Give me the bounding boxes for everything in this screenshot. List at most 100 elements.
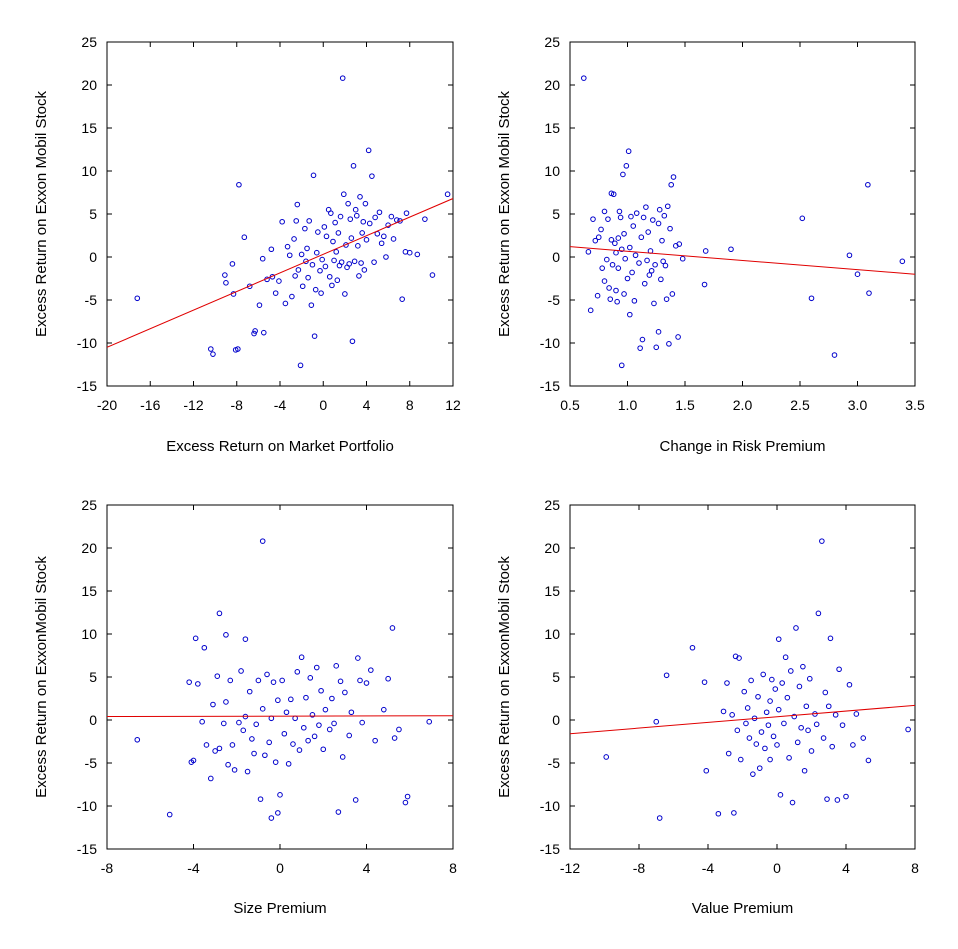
data-point bbox=[701, 281, 708, 288]
x-tick-label: 0 bbox=[773, 860, 781, 876]
data-point bbox=[348, 709, 355, 716]
data-point bbox=[444, 191, 451, 198]
data-point bbox=[311, 333, 318, 339]
data-point bbox=[313, 664, 320, 671]
data-point bbox=[208, 346, 214, 352]
data-point bbox=[272, 759, 279, 765]
data-point bbox=[225, 761, 231, 768]
data-point bbox=[339, 75, 346, 81]
data-point bbox=[607, 296, 614, 302]
data-point bbox=[322, 706, 329, 713]
y-tick-label: -15 bbox=[77, 378, 97, 394]
data-point bbox=[333, 249, 340, 255]
data-point bbox=[784, 694, 791, 701]
y-tick-label: -15 bbox=[77, 841, 97, 857]
data-point bbox=[813, 721, 820, 728]
data-point bbox=[260, 329, 267, 336]
data-point bbox=[385, 675, 391, 682]
x-tick-label: -12 bbox=[183, 397, 203, 413]
data-point bbox=[342, 291, 348, 297]
data-point bbox=[369, 173, 375, 179]
data-point bbox=[391, 735, 398, 741]
data-point bbox=[667, 225, 673, 232]
data-point bbox=[294, 669, 301, 675]
data-point bbox=[321, 224, 328, 230]
data-point bbox=[388, 213, 395, 220]
data-point bbox=[905, 726, 911, 733]
data-point bbox=[860, 735, 867, 741]
data-point bbox=[371, 259, 377, 265]
data-point bbox=[781, 720, 787, 727]
data-point bbox=[305, 737, 311, 744]
data-point bbox=[763, 709, 770, 716]
data-point bbox=[300, 724, 307, 731]
x-tick-label: 3.0 bbox=[848, 397, 868, 413]
data-point bbox=[834, 797, 841, 803]
data-point bbox=[652, 261, 658, 268]
data-point bbox=[216, 745, 223, 752]
data-point bbox=[663, 672, 670, 679]
data-point bbox=[298, 251, 305, 258]
data-point bbox=[190, 757, 197, 764]
data-point bbox=[791, 713, 798, 720]
data-point bbox=[689, 644, 696, 651]
plot-area bbox=[107, 538, 453, 821]
data-point bbox=[765, 722, 772, 728]
y-tick-label: 10 bbox=[81, 163, 97, 179]
data-point bbox=[656, 206, 663, 213]
x-tick-label: -4 bbox=[274, 397, 287, 413]
data-point bbox=[266, 739, 272, 746]
y-tick-label: 0 bbox=[552, 249, 560, 265]
x-tick-label: -4 bbox=[702, 860, 715, 876]
data-point bbox=[800, 663, 806, 670]
x-tick-label: -20 bbox=[97, 397, 117, 413]
data-point bbox=[587, 307, 594, 314]
data-point bbox=[363, 680, 370, 686]
data-point bbox=[372, 737, 378, 744]
data-point bbox=[638, 234, 645, 241]
data-point bbox=[195, 681, 201, 687]
data-point bbox=[286, 252, 293, 259]
data-point bbox=[843, 793, 849, 800]
data-point bbox=[288, 696, 294, 703]
data-point bbox=[208, 775, 214, 782]
data-point bbox=[729, 712, 735, 718]
data-point bbox=[801, 767, 808, 774]
ylabel: Excess Return on ExxonMobil Stock bbox=[496, 556, 513, 798]
data-point bbox=[372, 214, 378, 221]
data-point bbox=[318, 290, 324, 296]
x-tick-label: 12 bbox=[445, 397, 461, 413]
data-point bbox=[236, 181, 242, 188]
x-tick-label: 0 bbox=[276, 860, 284, 876]
data-point bbox=[192, 635, 199, 642]
data-point bbox=[285, 761, 292, 767]
data-point bbox=[362, 200, 369, 207]
data-point bbox=[312, 286, 319, 293]
data-point bbox=[270, 679, 277, 685]
data-point bbox=[741, 688, 748, 695]
data-point bbox=[337, 678, 344, 685]
data-point bbox=[309, 261, 316, 268]
data-point bbox=[662, 262, 669, 269]
data-point bbox=[789, 799, 796, 806]
data-point bbox=[331, 257, 337, 264]
x-tick-label: 0 bbox=[319, 397, 327, 413]
data-point bbox=[786, 755, 792, 761]
data-point bbox=[644, 257, 650, 264]
data-point bbox=[720, 708, 727, 715]
data-point bbox=[359, 230, 365, 236]
data-point bbox=[283, 709, 290, 716]
data-point bbox=[340, 191, 347, 198]
data-point bbox=[590, 216, 596, 222]
data-point bbox=[307, 675, 314, 681]
data-point bbox=[335, 809, 342, 815]
xlabel: Change in Risk Premium bbox=[660, 438, 826, 455]
data-point bbox=[622, 255, 629, 262]
data-point bbox=[628, 213, 634, 220]
data-point bbox=[653, 718, 660, 725]
plot-area bbox=[107, 75, 453, 369]
data-point bbox=[661, 212, 668, 219]
data-point bbox=[770, 733, 777, 740]
ylabel: Excess Return on ExxonMobil Stock bbox=[33, 556, 50, 798]
